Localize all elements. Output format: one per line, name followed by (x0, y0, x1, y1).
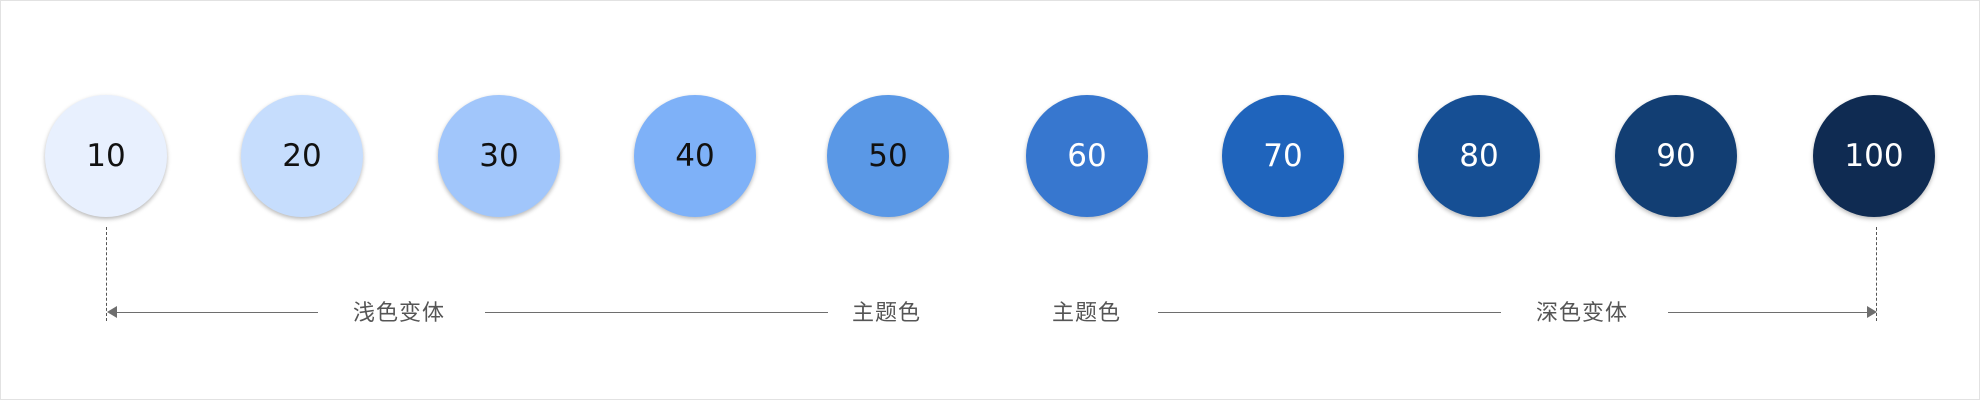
swatch-10: 10 (45, 95, 167, 217)
swatch-30: 30 (438, 95, 560, 217)
swatch-70: 70 (1222, 95, 1344, 217)
dark-variant-label: 深色变体 (1536, 301, 1629, 326)
right-dashed-marker (1876, 227, 1877, 321)
dark-range-line-2 (1668, 312, 1870, 313)
swatch-label: 50 (868, 138, 908, 174)
light-variant-label: 浅色变体 (353, 301, 446, 326)
primary-color-label-left: 主题色 (852, 301, 922, 326)
swatch-label: 30 (479, 138, 519, 174)
swatch-50: 50 (827, 95, 949, 217)
right-arrowhead-icon (1867, 306, 1877, 318)
swatch-40: 40 (634, 95, 756, 217)
swatch-100: 100 (1813, 95, 1935, 217)
swatch-90: 90 (1615, 95, 1737, 217)
swatch-60: 60 (1026, 95, 1148, 217)
swatch-20: 20 (241, 95, 363, 217)
swatch-label: 60 (1067, 138, 1107, 174)
swatch-80: 80 (1418, 95, 1540, 217)
swatch-label: 40 (675, 138, 715, 174)
dark-range-line-1 (1158, 312, 1501, 313)
swatch-label: 20 (282, 138, 322, 174)
swatch-label: 80 (1459, 138, 1499, 174)
light-range-line-2 (485, 312, 828, 313)
swatch-label: 70 (1263, 138, 1303, 174)
swatch-label: 100 (1844, 138, 1904, 174)
primary-color-label-right: 主题色 (1052, 301, 1122, 326)
light-range-line-1 (111, 312, 318, 313)
swatch-label: 90 (1656, 138, 1696, 174)
swatch-label: 10 (86, 138, 126, 174)
left-dashed-marker (106, 227, 107, 321)
